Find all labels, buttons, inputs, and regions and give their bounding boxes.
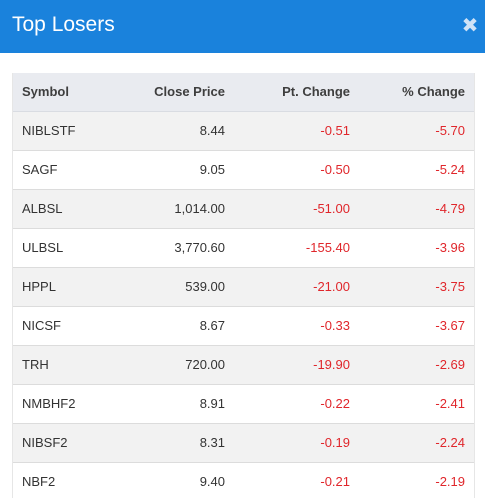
close-icon[interactable]: ✖ (461, 15, 479, 37)
cell-close-price: 3,770.60 (174, 240, 225, 255)
cell-pt-change: -0.21 (320, 474, 350, 489)
cell-close-price: 8.44 (199, 123, 225, 138)
column-header-pt-change[interactable]: Pt. Change (282, 84, 350, 99)
modal-header: Top Losers ✖ (0, 0, 485, 53)
cell-symbol[interactable]: NIBLSTF (22, 123, 76, 138)
table-row[interactable]: NBF2 9.40 -0.21 -2.19 (13, 463, 474, 498)
cell-symbol[interactable]: ULBSL (22, 240, 64, 255)
cell-symbol[interactable]: NBF2 (22, 474, 56, 489)
column-header-pct-change[interactable]: % Change (402, 84, 465, 99)
cell-pct-change: -4.79 (435, 201, 465, 216)
table-header: Symbol Close Price Pt. Change % Change (13, 73, 474, 112)
table-row[interactable]: NIBLSTF 8.44 -0.51 -5.70 (13, 112, 474, 151)
cell-symbol[interactable]: TRH (22, 357, 49, 372)
cell-symbol[interactable]: NICSF (22, 318, 61, 333)
table-row[interactable]: ALBSL 1,014.00 -51.00 -4.79 (13, 190, 474, 229)
cell-pt-change: -19.90 (313, 357, 350, 372)
cell-pt-change: -21.00 (313, 279, 350, 294)
cell-pct-change: -2.69 (435, 357, 465, 372)
cell-symbol[interactable]: NIBSF2 (22, 435, 68, 450)
cell-pct-change: -3.75 (435, 279, 465, 294)
column-header-close-price[interactable]: Close Price (154, 84, 225, 99)
cell-pt-change: -51.00 (313, 201, 350, 216)
cell-pt-change: -0.50 (320, 162, 350, 177)
cell-pct-change: -2.19 (435, 474, 465, 489)
column-header-symbol[interactable]: Symbol (22, 84, 69, 99)
table-body: NIBLSTF 8.44 -0.51 -5.70 SAGF 9.05 -0.50 -5.24 A… (13, 112, 474, 498)
cell-close-price: 8.31 (199, 435, 225, 450)
table-row[interactable]: SAGF 9.05 -0.50 -5.24 (13, 151, 474, 190)
cell-symbol[interactable]: HPPL (22, 279, 56, 294)
table-row[interactable]: ULBSL 3,770.60 -155.40 -3.96 (13, 229, 474, 268)
cell-pct-change: -5.70 (435, 123, 465, 138)
cell-pct-change: -3.67 (435, 318, 465, 333)
cell-pct-change: -3.96 (435, 240, 465, 255)
cell-pt-change: -0.19 (320, 435, 350, 450)
cell-close-price: 9.05 (199, 162, 225, 177)
cell-symbol[interactable]: SAGF (22, 162, 58, 177)
cell-pt-change: -0.22 (320, 396, 350, 411)
cell-pt-change: -0.33 (320, 318, 350, 333)
table-row[interactable]: HPPL 539.00 -21.00 -3.75 (13, 268, 474, 307)
losers-table: Symbol Close Price Pt. Change % Change N… (12, 73, 475, 498)
cell-close-price: 8.91 (199, 396, 225, 411)
cell-close-price: 8.67 (199, 318, 225, 333)
cell-close-price: 9.40 (199, 474, 225, 489)
cell-symbol[interactable]: ALBSL (22, 201, 63, 216)
cell-pct-change: -2.24 (435, 435, 465, 450)
cell-close-price: 1,014.00 (174, 201, 225, 216)
table-row[interactable]: NIBSF2 8.31 -0.19 -2.24 (13, 424, 474, 463)
cell-pt-change: -155.40 (305, 240, 350, 255)
table-row[interactable]: NICSF 8.67 -0.33 -3.67 (13, 307, 474, 346)
table-row[interactable]: NMBHF2 8.91 -0.22 -2.41 (13, 385, 474, 424)
cell-symbol[interactable]: NMBHF2 (22, 396, 76, 411)
modal-title: Top Losers (12, 13, 115, 36)
cell-pt-change: -0.51 (320, 123, 350, 138)
cell-pct-change: -2.41 (435, 396, 465, 411)
cell-pct-change: -5.24 (435, 162, 465, 177)
cell-close-price: 539.00 (185, 279, 225, 294)
table-row[interactable]: TRH 720.00 -19.90 -2.69 (13, 346, 474, 385)
cell-close-price: 720.00 (185, 357, 225, 372)
